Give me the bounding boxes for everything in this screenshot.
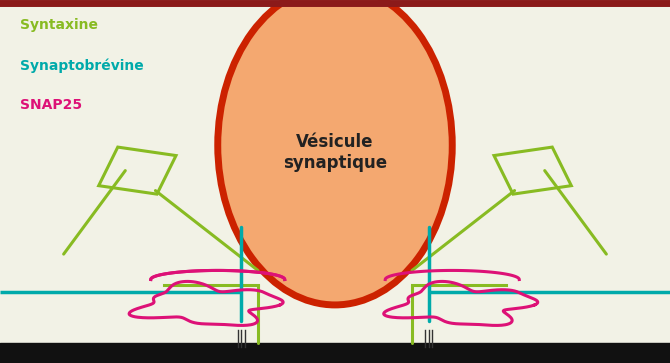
- Text: SNAP25: SNAP25: [20, 98, 82, 112]
- Text: Syntaxine: Syntaxine: [20, 18, 98, 32]
- Text: Synaptobrévine: Synaptobrévine: [20, 58, 144, 73]
- Text: Vésicule
synaptique: Vésicule synaptique: [283, 133, 387, 172]
- Ellipse shape: [218, 0, 452, 305]
